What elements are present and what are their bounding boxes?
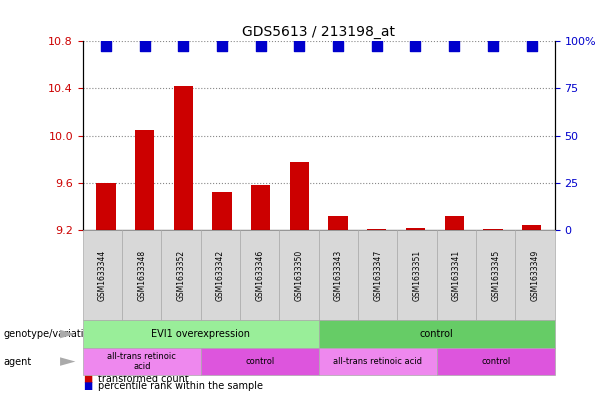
Text: GSM1633351: GSM1633351 [413, 250, 422, 301]
Bar [444, 216, 464, 230]
Text: GSM1633349: GSM1633349 [531, 250, 539, 301]
Text: GSM1633343: GSM1633343 [334, 250, 343, 301]
Point [256, 43, 265, 49]
Bar [173, 86, 193, 230]
Text: control: control [245, 357, 275, 366]
Text: GSM1633341: GSM1633341 [452, 250, 461, 301]
Point [140, 43, 150, 49]
Point [488, 43, 498, 49]
Text: all-trans retinoic
acid: all-trans retinoic acid [107, 352, 176, 371]
Text: ■: ■ [83, 381, 92, 391]
Text: GSM1633350: GSM1633350 [295, 250, 303, 301]
Text: GSM1633346: GSM1633346 [255, 250, 264, 301]
Text: control: control [481, 357, 511, 366]
Text: control: control [420, 329, 454, 339]
Point [178, 43, 188, 49]
Point [294, 43, 304, 49]
Text: percentile rank within the sample: percentile rank within the sample [98, 381, 263, 391]
Text: transformed count: transformed count [98, 375, 189, 384]
Text: GSM1633347: GSM1633347 [373, 250, 383, 301]
Point [217, 43, 227, 49]
Text: GSM1633345: GSM1633345 [491, 250, 500, 301]
Text: agent: agent [3, 356, 31, 367]
Point [101, 43, 111, 49]
Text: GSM1633352: GSM1633352 [177, 250, 186, 301]
Text: GSM1633348: GSM1633348 [137, 250, 147, 301]
Point [411, 43, 421, 49]
Point [372, 43, 382, 49]
Bar [212, 192, 232, 230]
Bar [522, 225, 541, 230]
Text: ■: ■ [83, 375, 92, 384]
Point [449, 43, 459, 49]
Bar [135, 130, 154, 230]
Bar [96, 183, 116, 230]
Bar [329, 216, 348, 230]
Bar [251, 185, 270, 230]
Bar [406, 228, 425, 230]
Point [527, 43, 536, 49]
Bar [483, 229, 503, 230]
Text: EVI1 overexpression: EVI1 overexpression [151, 329, 250, 339]
Bar [290, 162, 309, 230]
Text: genotype/variation: genotype/variation [3, 329, 96, 339]
Bar [367, 229, 386, 230]
Text: GSM1633344: GSM1633344 [98, 250, 107, 301]
Title: GDS5613 / 213198_at: GDS5613 / 213198_at [242, 25, 395, 39]
Text: all-trans retinoic acid: all-trans retinoic acid [333, 357, 422, 366]
Point [333, 43, 343, 49]
Text: GSM1633342: GSM1633342 [216, 250, 225, 301]
